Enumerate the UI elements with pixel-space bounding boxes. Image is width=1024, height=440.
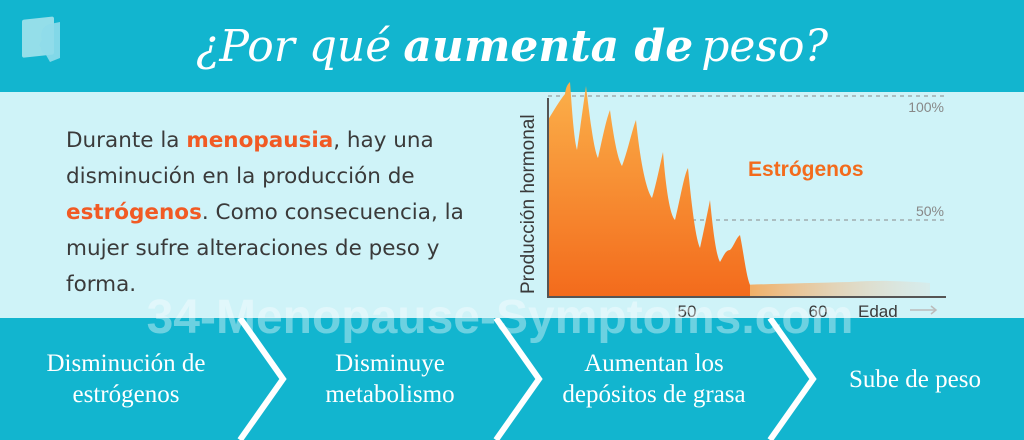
title-part-2: aumenta de xyxy=(403,20,694,72)
title-part-3: peso? xyxy=(701,20,829,72)
x-tick-60: 60 xyxy=(809,302,828,321)
step-2-line-2: metabolismo xyxy=(325,381,455,408)
tick-100: 100% xyxy=(908,99,944,115)
estrogen-area-series xyxy=(548,82,750,296)
content-panel xyxy=(0,92,1024,318)
step-fat-deposits: Aumentan los depósitos de grasa xyxy=(528,318,780,440)
y-axis-label: Producción hormonal xyxy=(518,114,539,294)
estrogen-chart: Producción hormonal 100% 50% Estrógenos … xyxy=(518,82,946,321)
x-axis-label: Edad xyxy=(858,302,898,321)
step-weight-gain: Sube de peso xyxy=(806,318,1024,440)
step-1-line-2: estrógenos xyxy=(72,381,180,408)
step-1-line-1: Disminución de xyxy=(46,350,206,377)
title-part-1: ¿Por qué xyxy=(195,20,392,72)
step-4-line-1: Sube de peso xyxy=(849,365,981,393)
highlight-menopausia: menopausia xyxy=(186,128,334,153)
face-profile-icon xyxy=(22,16,60,62)
chevron-1-icon xyxy=(237,318,287,440)
intro-paragraph: Durante la menopausia, hay una disminuci… xyxy=(66,123,486,303)
header-bar xyxy=(0,0,1024,92)
highlight-estrogenos: estrógenos xyxy=(66,200,202,225)
step-2-line-1: Disminuye xyxy=(335,350,445,377)
step-3-line-1: Aumentan los xyxy=(584,350,724,377)
steps-chevrons xyxy=(237,318,817,440)
estrogen-area-tail xyxy=(740,280,930,296)
chevron-3-icon xyxy=(767,318,817,440)
step-3-line-2: depósitos de grasa xyxy=(562,381,746,408)
watermark: 34-Menopause-Symptoms.com xyxy=(146,291,854,344)
intro-text-3: . Como consecuencia, la mujer sufre alte… xyxy=(66,200,464,297)
tick-50: 50% xyxy=(916,203,944,219)
x-tick-50: 50 xyxy=(678,302,697,321)
page-title: ¿Por qué aumenta de peso? xyxy=(0,0,1024,92)
intro-text-1: Durante la xyxy=(66,128,187,153)
step-decreased-metabolism: Disminuye metabolismo xyxy=(274,318,506,440)
intro-text-2: , hay una disminución en la producción d… xyxy=(66,128,434,189)
step-decreased-estrogen: Disminución de estrógenos xyxy=(0,318,252,440)
chevron-2-icon xyxy=(493,318,543,440)
series-label: Estrógenos xyxy=(748,158,864,181)
